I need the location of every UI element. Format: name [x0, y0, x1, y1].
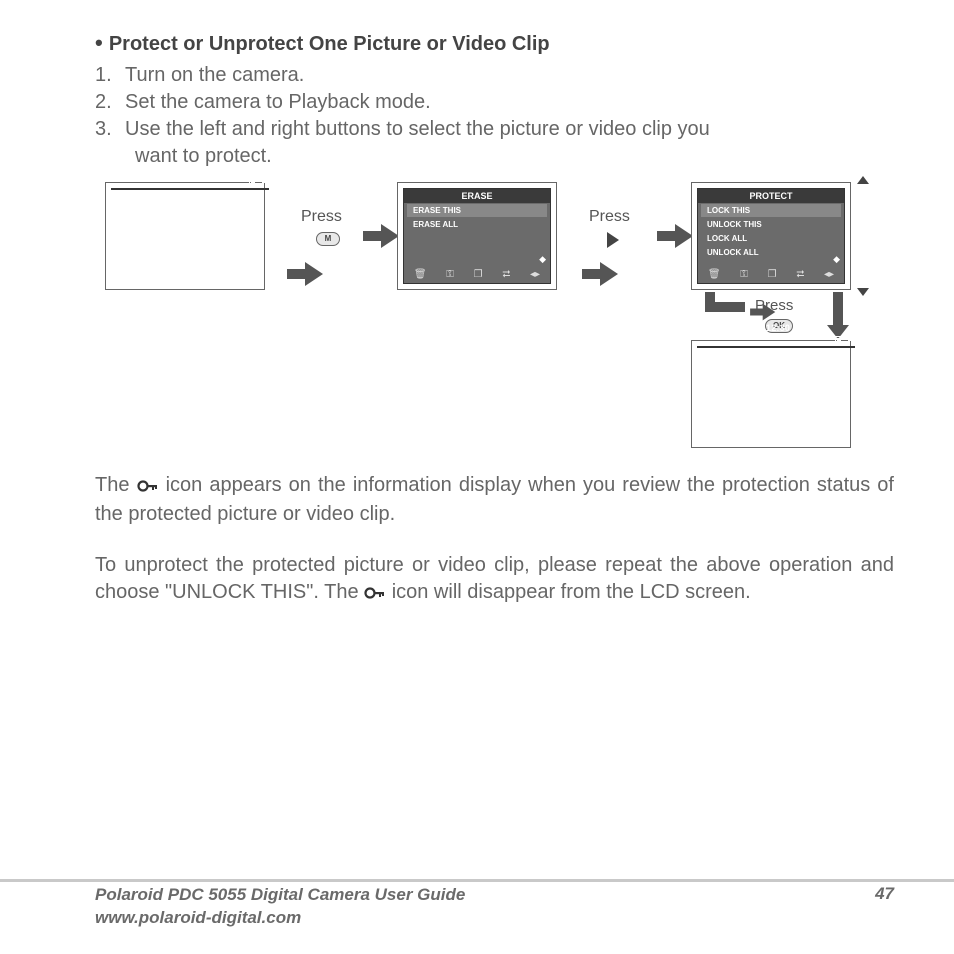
- footer-title: Polaroid PDC 5055 Digital Camera User Gu…: [95, 884, 465, 907]
- lcd-protect-menu: PROTECT LOCK THIS UNLOCK THIS LOCK ALL U…: [691, 182, 851, 290]
- lcd-erase-menu: ERASE ERASE THIS ERASE ALL ◆ 🗑 ⚿ ❐ ⮂ ◂▸: [397, 182, 557, 290]
- page-number: 47: [875, 884, 894, 904]
- key-icon: ⚿: [726, 350, 735, 363]
- slideshow-icon: ⮂: [796, 269, 804, 280]
- copy-icon: ❐: [768, 269, 777, 280]
- arrow-stem: [833, 292, 843, 327]
- key-icon: [364, 581, 386, 608]
- elbow-arrow-icon: [705, 292, 745, 312]
- press-label-2: Press: [589, 208, 630, 226]
- battery-icon: [835, 336, 849, 343]
- paragraph-2: To unprotect the protected picture or vi…: [95, 552, 894, 608]
- right-button-icon: [607, 232, 619, 248]
- updown-icon: ◆: [833, 254, 840, 265]
- step-1: Turn on the camera.: [125, 64, 304, 86]
- procedure-diagram: 2048X15361000-0013 26/11/03 12:30 Press …: [105, 182, 894, 442]
- trash-icon: 🗑: [708, 269, 721, 280]
- footer-url: www.polaroid-digital.com: [95, 907, 465, 930]
- copy-icon: ❐: [474, 269, 483, 280]
- step-3b: want to protect.: [95, 143, 894, 170]
- leftright-icon: ◂▸: [824, 269, 834, 280]
- page-footer: Polaroid PDC 5055 Digital Camera User Gu…: [95, 884, 894, 930]
- step-2: Set the camera to Playback mode.: [125, 91, 431, 113]
- arrow-icon: [305, 262, 323, 286]
- playback-mode-icon: [117, 193, 129, 202]
- section-heading: • Protect or Unprotect One Picture or Vi…: [95, 30, 894, 56]
- key-icon: ⚿: [740, 269, 748, 280]
- leftright-icon: ◂▸: [530, 269, 540, 280]
- battery-icon: [249, 178, 263, 185]
- press-label-3: Press: [755, 297, 793, 314]
- key-icon: ⚿: [446, 269, 454, 280]
- paragraph-1: The icon appears on the information disp…: [95, 472, 894, 528]
- press-label-1: Press: [301, 208, 342, 226]
- key-icon: [137, 474, 159, 501]
- up-arrow-icon: [857, 176, 869, 184]
- down-arrow-icon: [857, 288, 869, 296]
- lcd-playback-2: ⚿ 2048X15361000-0013 26/11/03 12:30: [691, 340, 851, 448]
- updown-icon: ◆: [539, 254, 546, 265]
- trash-icon: 🗑: [414, 269, 427, 280]
- slideshow-icon: ⮂: [502, 269, 510, 280]
- playback-mode-icon: [703, 351, 715, 360]
- footer-divider: [0, 879, 954, 882]
- m-button: M: [316, 232, 340, 246]
- step-3a: Use the left and right buttons to select…: [125, 118, 710, 140]
- step-list: 1.Turn on the camera. 2.Set the camera t…: [95, 62, 894, 170]
- arrow-icon: [600, 262, 618, 286]
- lcd-playback-1: 2048X15361000-0013 26/11/03 12:30: [105, 182, 265, 290]
